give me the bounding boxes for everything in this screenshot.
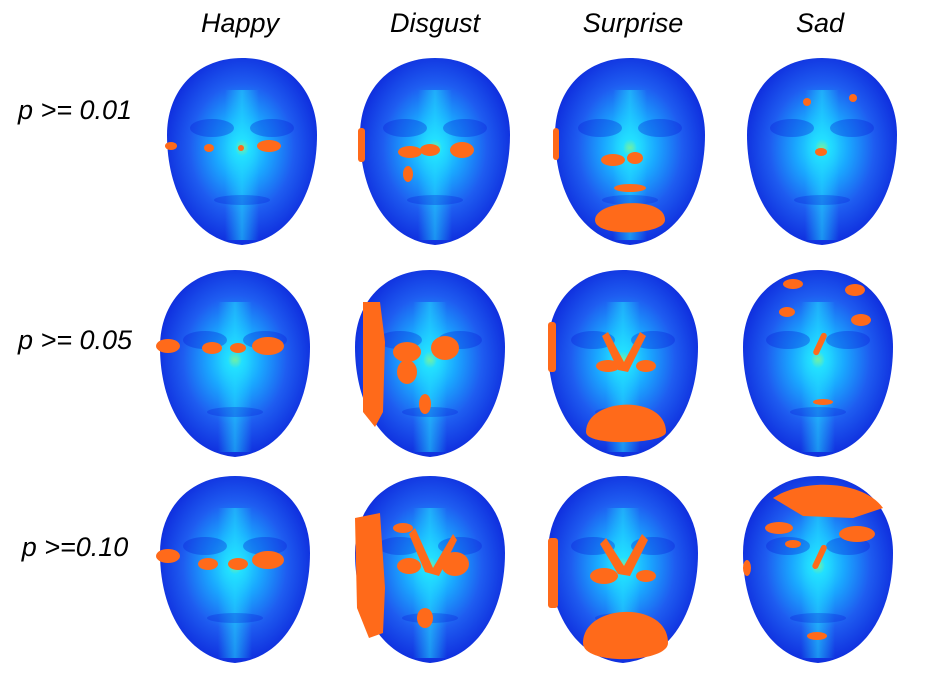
face-sad-p001	[737, 50, 907, 250]
face-sad-p010	[733, 468, 903, 668]
column-header-surprise: Surprise	[582, 8, 684, 38]
face-happy-p010	[150, 468, 320, 668]
face-surprise-p005	[538, 262, 708, 462]
face-surprise-p001	[545, 50, 715, 250]
column-header-sad: Sad	[795, 8, 845, 38]
column-header-disgust: Disgust	[389, 8, 481, 38]
face-happy-p001	[157, 50, 327, 250]
row-label-p005: p >= 0.05	[17, 325, 133, 355]
row-label-p001: p >= 0.01	[17, 95, 133, 125]
column-header-happy: Happy	[200, 8, 280, 38]
face-disgust-p010	[345, 468, 515, 668]
face-disgust-p001	[350, 50, 520, 250]
face-surprise-p010	[538, 468, 708, 668]
row-label-p010: p >=0.10	[21, 532, 129, 562]
face-disgust-p005	[345, 262, 515, 462]
face-happy-p005	[150, 262, 320, 462]
face-sad-p005	[733, 262, 903, 462]
